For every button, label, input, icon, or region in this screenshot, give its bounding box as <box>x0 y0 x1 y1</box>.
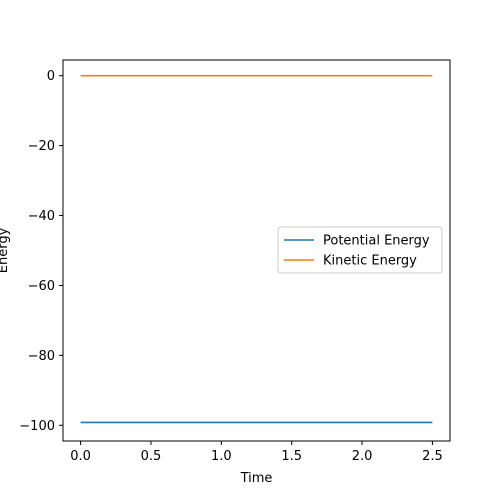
y-tick-label: 0 <box>47 69 55 84</box>
x-tick-label: 1.5 <box>281 449 302 464</box>
x-tick-label: 2.5 <box>422 449 443 464</box>
x-tick-label: 0.5 <box>141 449 162 464</box>
y-tick-label: −60 <box>28 279 55 294</box>
series-layer <box>80 74 433 424</box>
x-tick-label: 2.0 <box>352 449 373 464</box>
legend-label: Kinetic Energy <box>323 254 417 269</box>
y-tick-label: −20 <box>28 139 55 154</box>
x-ticks: 0.0 0.5 1.0 1.5 2.0 2.5 <box>70 441 443 464</box>
legend-box <box>277 226 443 274</box>
y-tick-label: −80 <box>28 349 55 364</box>
y-tick-label: −100 <box>19 419 55 434</box>
x-tick-label: 0.0 <box>70 449 91 464</box>
legend-label: Potential Energy <box>323 234 430 249</box>
legend: Potential Energy Kinetic Energy <box>277 226 443 274</box>
y-tick-label: −40 <box>28 209 55 224</box>
y-axis-label: Energy <box>0 227 11 273</box>
plot-frame <box>62 59 451 442</box>
y-ticks: 0 −20 −40 −60 −80 −100 <box>19 69 63 434</box>
x-tick-label: 1.0 <box>211 449 232 464</box>
x-axis-label: Time <box>240 471 273 486</box>
